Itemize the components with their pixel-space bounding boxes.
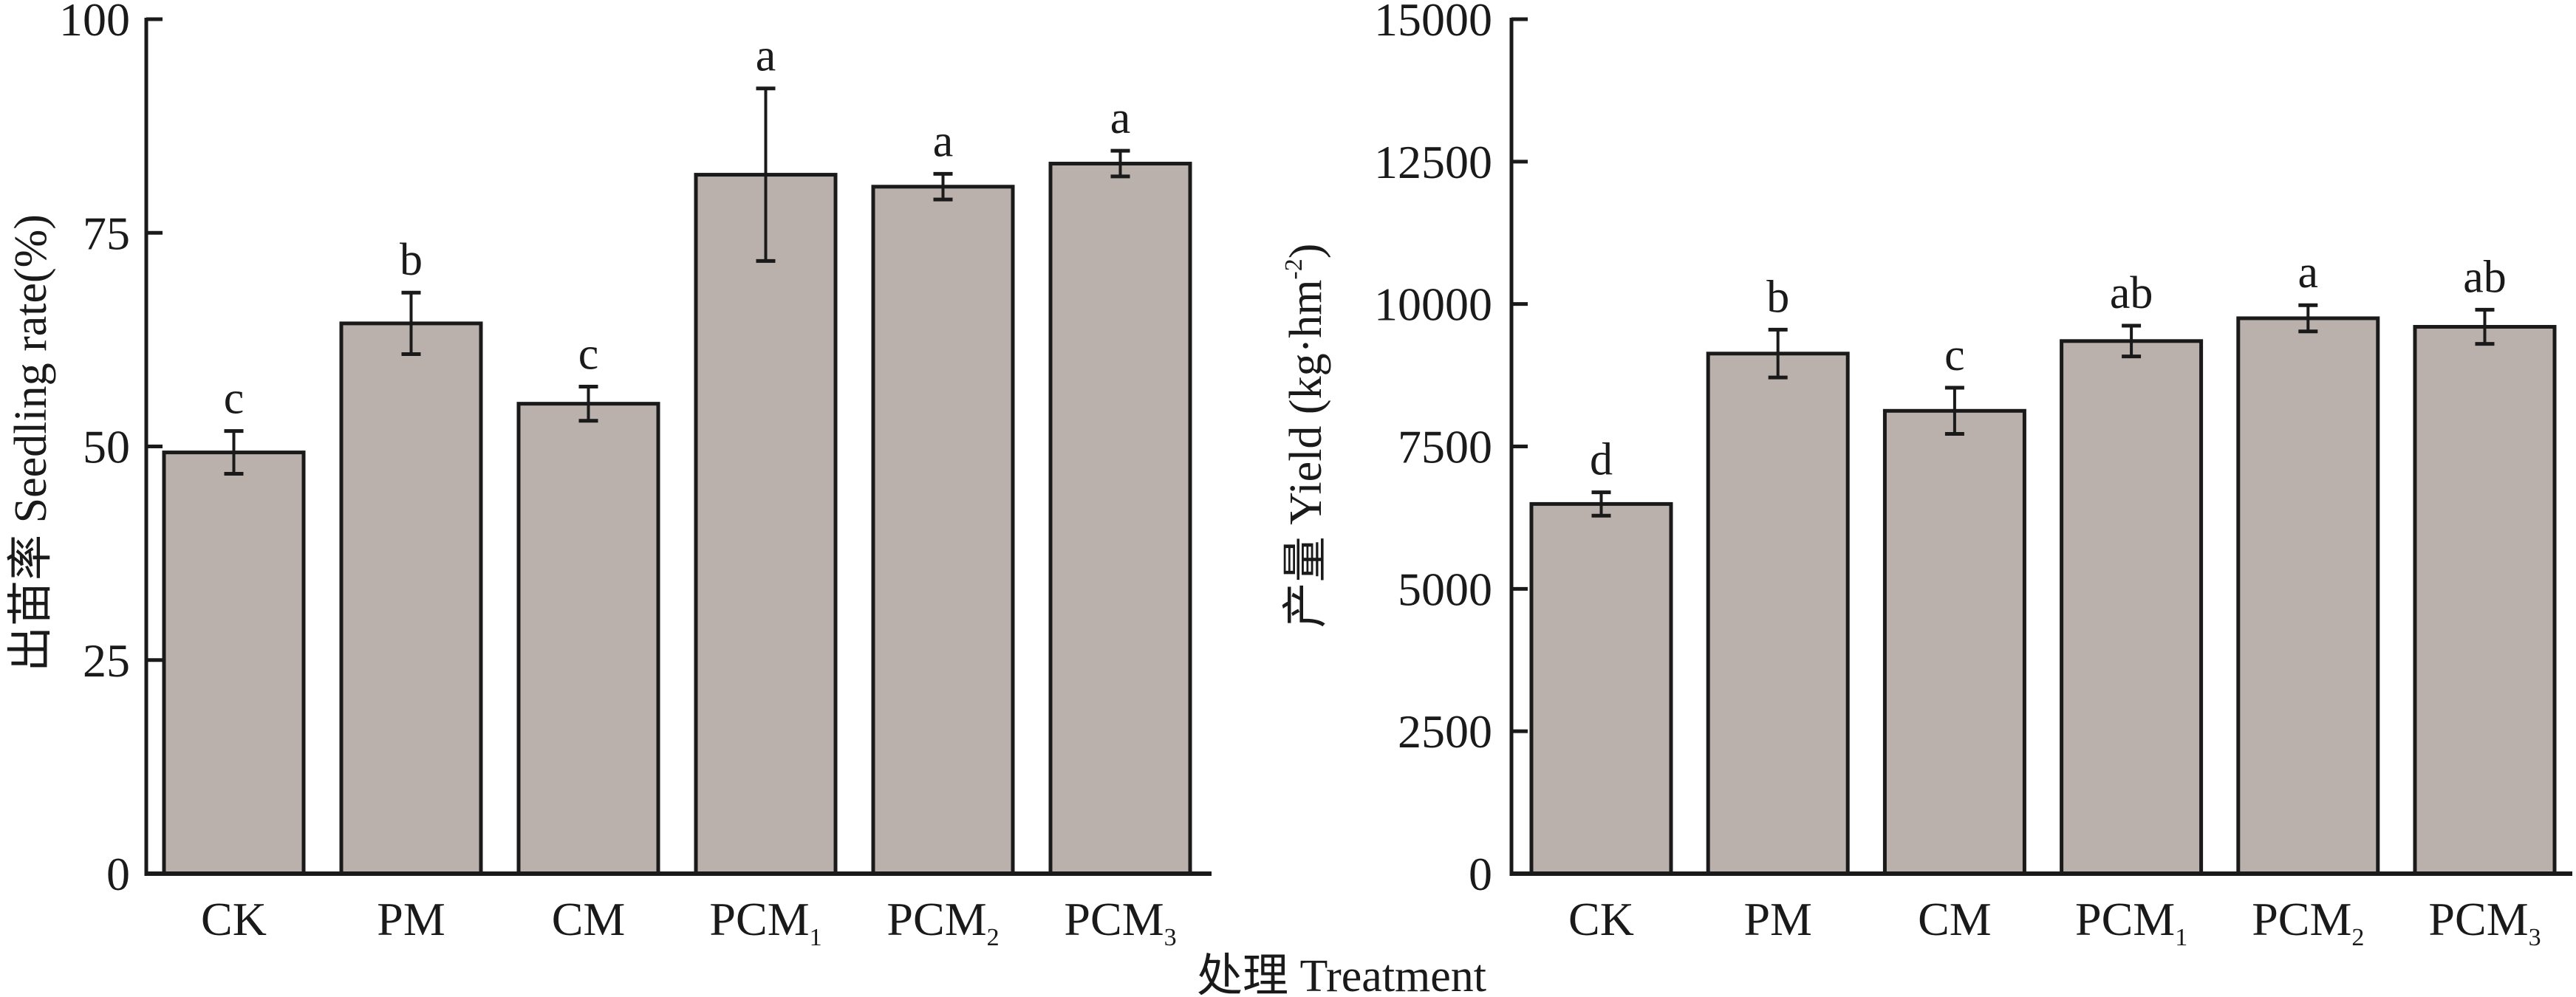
seedling-category-label-3: PCM1 (709, 893, 821, 951)
seedling-category-label-1: PM (377, 893, 445, 945)
yield-y-tick-label-5: 12500 (1374, 136, 1492, 188)
yield-bar-5 (2413, 325, 2557, 876)
yield-error-bar-5 (2475, 307, 2495, 346)
seedling-category-label-5: PCM3 (1064, 893, 1176, 951)
yield-bar-0 (1529, 501, 1673, 876)
yield-significance-label-2: c (1944, 330, 1965, 380)
yield-error-bar-4 (2298, 303, 2318, 334)
seedling-category-label-2: CM (552, 893, 626, 945)
seedling-y-tick-label-3: 75 (83, 207, 130, 259)
seedling-bar-2 (516, 402, 660, 876)
yield-significance-label-0: d (1590, 435, 1613, 485)
seedling-y-axis-title: 出苗率 Seedling rate(%) (6, 214, 56, 672)
yield-category-label-1: PM (1743, 893, 1812, 945)
seedling-significance-label-0: c (224, 374, 245, 424)
yield-category-label-0: CK (1568, 893, 1634, 945)
seedling-significance-label-2: c (578, 329, 599, 380)
yield-bar-3 (2060, 339, 2204, 876)
yield-y-axis-title: 产量 Yield (kg·hm-2) (1280, 244, 1331, 628)
yield-error-bar-2 (1944, 386, 1964, 436)
yield-bar-1 (1706, 352, 1850, 876)
seedling-y-tick-label-0: 0 (106, 848, 130, 900)
yield-bar-2 (1882, 408, 2026, 876)
yield-category-label-2: CM (1918, 893, 1992, 945)
seedling-error-bar-5 (1110, 148, 1130, 179)
seedling-error-bar-3 (756, 86, 776, 263)
yield-category-label-4: PCM2 (2252, 893, 2364, 951)
seedling-significance-label-1: b (400, 235, 423, 285)
yield-y-tick-label-3: 7500 (1398, 421, 1492, 473)
seedling-error-bar-1 (401, 290, 421, 357)
x-axis-title: 处理 Treatment (1197, 951, 1486, 997)
yield-error-bar-0 (1591, 490, 1611, 518)
seedling-bar-3 (694, 173, 838, 876)
yield-category-label-5: PCM3 (2428, 893, 2541, 951)
seedling-y-tick-label-1: 25 (83, 634, 130, 687)
seedling-category-label-4: PCM2 (886, 893, 999, 951)
yield-significance-label-4: a (2298, 247, 2319, 298)
yield-y-tick-label-0: 0 (1469, 848, 1492, 900)
seedling-y-tick-label-2: 50 (83, 421, 130, 473)
seedling-bar-5 (1048, 162, 1192, 876)
seedling-error-bar-2 (578, 385, 598, 423)
seedling-significance-label-4: a (933, 116, 954, 166)
seedling-bar-0 (162, 450, 306, 876)
yield-bar-4 (2236, 316, 2380, 876)
seedling-error-bar-4 (933, 171, 953, 202)
yield-chart: d CK b PM c CM ab PCM1 a PCM2 ab PCM3 0 2500 5000 7500 1… (1280, 0, 2572, 951)
seedling-bar-4 (871, 185, 1015, 876)
seedling-category-label-0: CK (201, 893, 267, 945)
yield-y-tick-label-4: 10000 (1374, 278, 1492, 331)
yield-y-tick-label-1: 2500 (1398, 705, 1492, 758)
yield-significance-label-3: ab (2110, 268, 2153, 318)
yield-y-tick-label-2: 5000 (1398, 563, 1492, 615)
seedling-error-bar-0 (224, 429, 244, 476)
seedling-significance-label-3: a (756, 31, 776, 81)
seedling-significance-label-5: a (1110, 93, 1131, 143)
seedling-rate-chart: c CK b PM c CM a PCM1 a PCM2 a PCM3 0 25 50 75 100 出苗率 Se… (6, 0, 1212, 951)
yield-category-label-3: PCM1 (2075, 893, 2187, 951)
yield-significance-label-1: b (1766, 272, 1789, 322)
yield-significance-label-5: ab (2463, 252, 2507, 302)
seedling-y-tick-label-4: 100 (59, 0, 130, 46)
seedling-bar-1 (339, 321, 483, 876)
yield-error-bar-1 (1768, 327, 1788, 380)
yield-error-bar-3 (2122, 323, 2142, 359)
yield-y-tick-label-6: 15000 (1374, 0, 1492, 46)
